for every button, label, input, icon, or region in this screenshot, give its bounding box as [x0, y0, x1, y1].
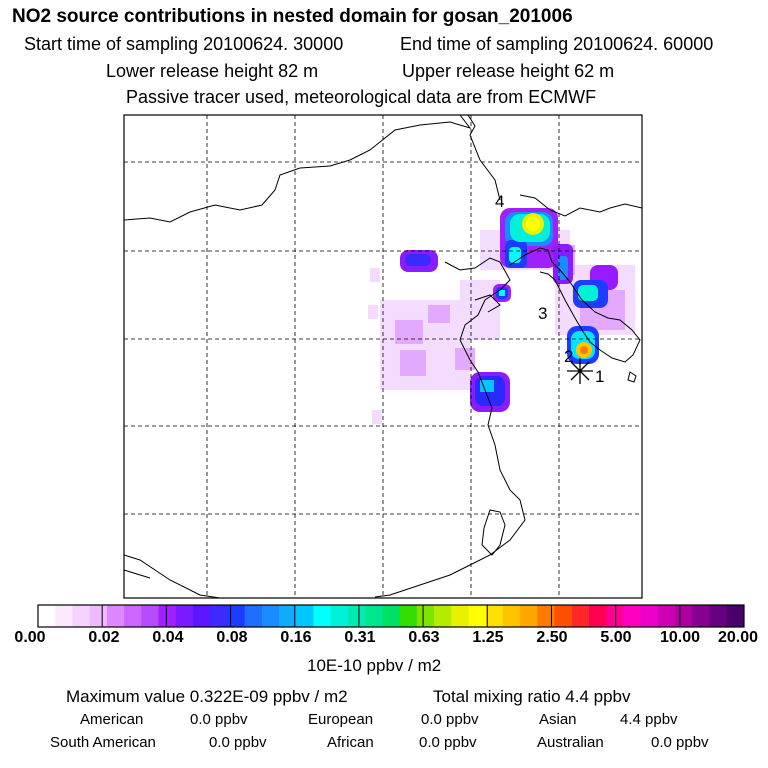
colorbar-swatch — [89, 605, 108, 627]
colorbar-swatch — [38, 605, 56, 627]
region-value: 0.0 ppbv — [419, 734, 477, 751]
colorbar-swatch — [124, 605, 142, 627]
region-name: American — [80, 711, 144, 728]
end-time-label: End time of sampling 20100624. 60000 — [400, 34, 714, 54]
lower-release-label: Lower release height 82 m — [106, 61, 319, 81]
colorbar-tick: 5.00 — [600, 629, 632, 646]
colorbar-swatch — [571, 605, 590, 627]
colorbar-swatch — [296, 605, 315, 627]
colorbar-swatch — [485, 605, 504, 627]
source-label-2: 2 — [564, 347, 573, 366]
colorbar-swatch — [451, 605, 469, 627]
colorbar-swatch — [261, 605, 280, 627]
region-name: African — [327, 734, 374, 751]
region-name: South American — [50, 734, 156, 751]
max-value-label: Maximum value 0.322E-09 ppbv / m2 — [66, 687, 348, 706]
source-label-4: 4 — [495, 192, 504, 211]
colorbar-swatch — [537, 605, 556, 627]
region-value: 0.0 ppbv — [651, 734, 709, 751]
total-mixing-label: Total mixing ratio 4.4 ppbv — [433, 687, 631, 706]
colorbar-swatch — [158, 605, 177, 627]
colorbar-swatch — [709, 605, 728, 627]
colorbar-swatch — [589, 605, 607, 627]
plot-title: NO2 source contributions in nested domai… — [12, 6, 573, 27]
colorbar-unit-label: 10E-10 ppbv / m2 — [307, 656, 442, 675]
colorbar-tick: 0.08 — [216, 629, 248, 646]
colorbar-swatch — [330, 605, 349, 627]
colorbar-swatch — [399, 605, 418, 627]
region-value: 0.0 ppbv — [190, 711, 248, 728]
colorbar-swatch — [106, 605, 125, 627]
coastline — [123, 114, 643, 599]
colorbar-tick: 0.02 — [88, 629, 120, 646]
colorbar-tick: 0.31 — [344, 629, 376, 646]
region-value: 0.0 ppbv — [421, 711, 479, 728]
colorbar-swatch — [279, 605, 297, 627]
region-name: Australian — [537, 734, 604, 751]
region-value: 4.4 ppbv — [620, 711, 678, 728]
colorbar-swatch — [416, 605, 435, 627]
upper-release-label: Upper release height 62 m — [402, 61, 615, 81]
concentration-field — [368, 208, 635, 424]
colorbar-tick: 0.63 — [408, 629, 440, 646]
colorbar-swatch — [141, 605, 160, 627]
colorbar-swatch — [192, 605, 211, 627]
colorbar-frame — [37, 604, 745, 628]
source-label-1: 1 — [595, 367, 604, 386]
start-time-label: Start time of sampling 20100624. 30000 — [24, 34, 344, 54]
colorbar-swatch — [313, 605, 332, 627]
region-name: European — [308, 711, 374, 728]
colorbar-swatch — [502, 605, 521, 627]
region-value: 0.0 ppbv — [209, 734, 267, 751]
colorbar-swatch — [692, 605, 711, 627]
colorbar-swatch — [72, 605, 91, 627]
colorbar-swatch — [675, 605, 693, 627]
colorbar-swatch — [382, 605, 401, 627]
colorbar-swatch — [244, 605, 263, 627]
colorbar-swatch — [55, 605, 73, 627]
colorbar-tick: 0.16 — [280, 629, 312, 646]
colorbar-tick: 0.00 — [14, 629, 46, 646]
colorbar-swatch — [640, 605, 659, 627]
colorbar-tick: 0.04 — [152, 629, 184, 646]
tracer-note: Passive tracer used, meteorological data… — [126, 87, 597, 107]
colorbar-tick: 2.50 — [536, 629, 568, 646]
colorbar-swatch — [347, 605, 366, 627]
map-gridlines — [124, 115, 642, 598]
colorbar-tick: 10.00 — [659, 629, 701, 646]
asterisk-icon — [567, 358, 593, 384]
colorbar-tick: 20.00 — [717, 629, 759, 646]
colorbar-swatch — [175, 605, 194, 627]
colorbar-swatch — [520, 605, 538, 627]
colorbar-swatch — [606, 605, 624, 627]
colorbar-swatch — [623, 605, 642, 627]
colorbar-swatch — [554, 605, 573, 627]
region-name: Asian — [539, 711, 577, 728]
colorbar-swatch — [210, 605, 228, 627]
source-label-3: 3 — [538, 304, 547, 323]
colorbar-swatch — [468, 605, 487, 627]
colorbar-swatch — [726, 605, 745, 627]
colorbar-swatch — [434, 605, 452, 627]
colorbar-tick: 1.25 — [472, 629, 504, 646]
colorbar-swatch — [227, 605, 246, 627]
colorbar — [38, 605, 745, 627]
colorbar-swatch — [657, 605, 676, 627]
colorbar-swatch — [365, 605, 383, 627]
